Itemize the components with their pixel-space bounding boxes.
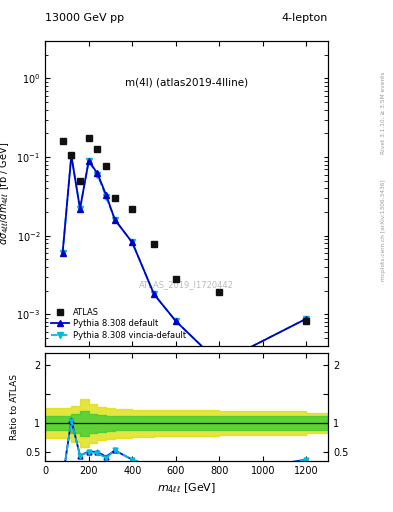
Y-axis label: $d\sigma_{4\ell\ell}/dm_{4\ell\ell}$ [fb / GeV]: $d\sigma_{4\ell\ell}/dm_{4\ell\ell}$ [fb… bbox=[0, 142, 11, 245]
Y-axis label: Ratio to ATLAS: Ratio to ATLAS bbox=[10, 374, 19, 440]
Pythia 8.308 vincia-default bbox=[112, 217, 117, 223]
ATLAS bbox=[78, 178, 83, 184]
Pythia 8.308 default bbox=[173, 318, 178, 324]
Pythia 8.308 vincia-default bbox=[173, 318, 178, 324]
Pythia 8.308 vincia-default bbox=[152, 291, 156, 297]
Line: ATLAS: ATLAS bbox=[59, 135, 310, 324]
ATLAS bbox=[69, 153, 73, 159]
Text: Rivet 3.1.10, ≥ 3.5M events: Rivet 3.1.10, ≥ 3.5M events bbox=[381, 71, 386, 154]
Pythia 8.308 vincia-default bbox=[104, 194, 108, 200]
Legend: ATLAS, Pythia 8.308 default, Pythia 8.308 vincia-default: ATLAS, Pythia 8.308 default, Pythia 8.30… bbox=[50, 306, 187, 342]
Pythia 8.308 default bbox=[69, 153, 73, 159]
Pythia 8.308 default bbox=[217, 360, 222, 366]
ATLAS bbox=[130, 206, 135, 212]
Pythia 8.308 default bbox=[130, 240, 135, 246]
Pythia 8.308 default bbox=[152, 291, 156, 297]
Pythia 8.308 vincia-default bbox=[86, 158, 91, 164]
Pythia 8.308 vincia-default bbox=[130, 240, 135, 246]
ATLAS bbox=[104, 162, 108, 168]
X-axis label: $m_{4\ell\ell}$ [GeV]: $m_{4\ell\ell}$ [GeV] bbox=[157, 481, 216, 495]
Pythia 8.308 default bbox=[78, 206, 83, 212]
Line: Pythia 8.308 vincia-default: Pythia 8.308 vincia-default bbox=[60, 153, 309, 366]
ATLAS bbox=[304, 318, 309, 324]
Pythia 8.308 default bbox=[304, 315, 309, 322]
Pythia 8.308 default bbox=[86, 158, 91, 164]
Pythia 8.308 default bbox=[112, 217, 117, 223]
Pythia 8.308 vincia-default bbox=[69, 153, 73, 159]
Pythia 8.308 vincia-default bbox=[60, 250, 65, 256]
ATLAS bbox=[217, 289, 222, 295]
Text: 4-lepton: 4-lepton bbox=[282, 13, 328, 23]
ATLAS bbox=[95, 146, 100, 153]
Text: 13000 GeV pp: 13000 GeV pp bbox=[45, 13, 124, 23]
Pythia 8.308 vincia-default bbox=[95, 172, 100, 178]
Pythia 8.308 default bbox=[95, 170, 100, 177]
ATLAS bbox=[86, 135, 91, 141]
Text: m(4l) (atlas2019-4lline): m(4l) (atlas2019-4lline) bbox=[125, 77, 248, 88]
Text: ATLAS_2019_I1720442: ATLAS_2019_I1720442 bbox=[139, 280, 234, 289]
Pythia 8.308 default bbox=[104, 192, 108, 198]
ATLAS bbox=[60, 138, 65, 144]
ATLAS bbox=[152, 241, 156, 247]
Pythia 8.308 vincia-default bbox=[304, 315, 309, 322]
Text: mcplots.cern.ch [arXiv:1306.3436]: mcplots.cern.ch [arXiv:1306.3436] bbox=[381, 180, 386, 281]
Pythia 8.308 vincia-default bbox=[217, 360, 222, 366]
Line: Pythia 8.308 default: Pythia 8.308 default bbox=[60, 153, 309, 366]
Pythia 8.308 vincia-default bbox=[78, 206, 83, 212]
ATLAS bbox=[112, 195, 117, 201]
Pythia 8.308 default bbox=[60, 250, 65, 256]
ATLAS bbox=[173, 276, 178, 282]
